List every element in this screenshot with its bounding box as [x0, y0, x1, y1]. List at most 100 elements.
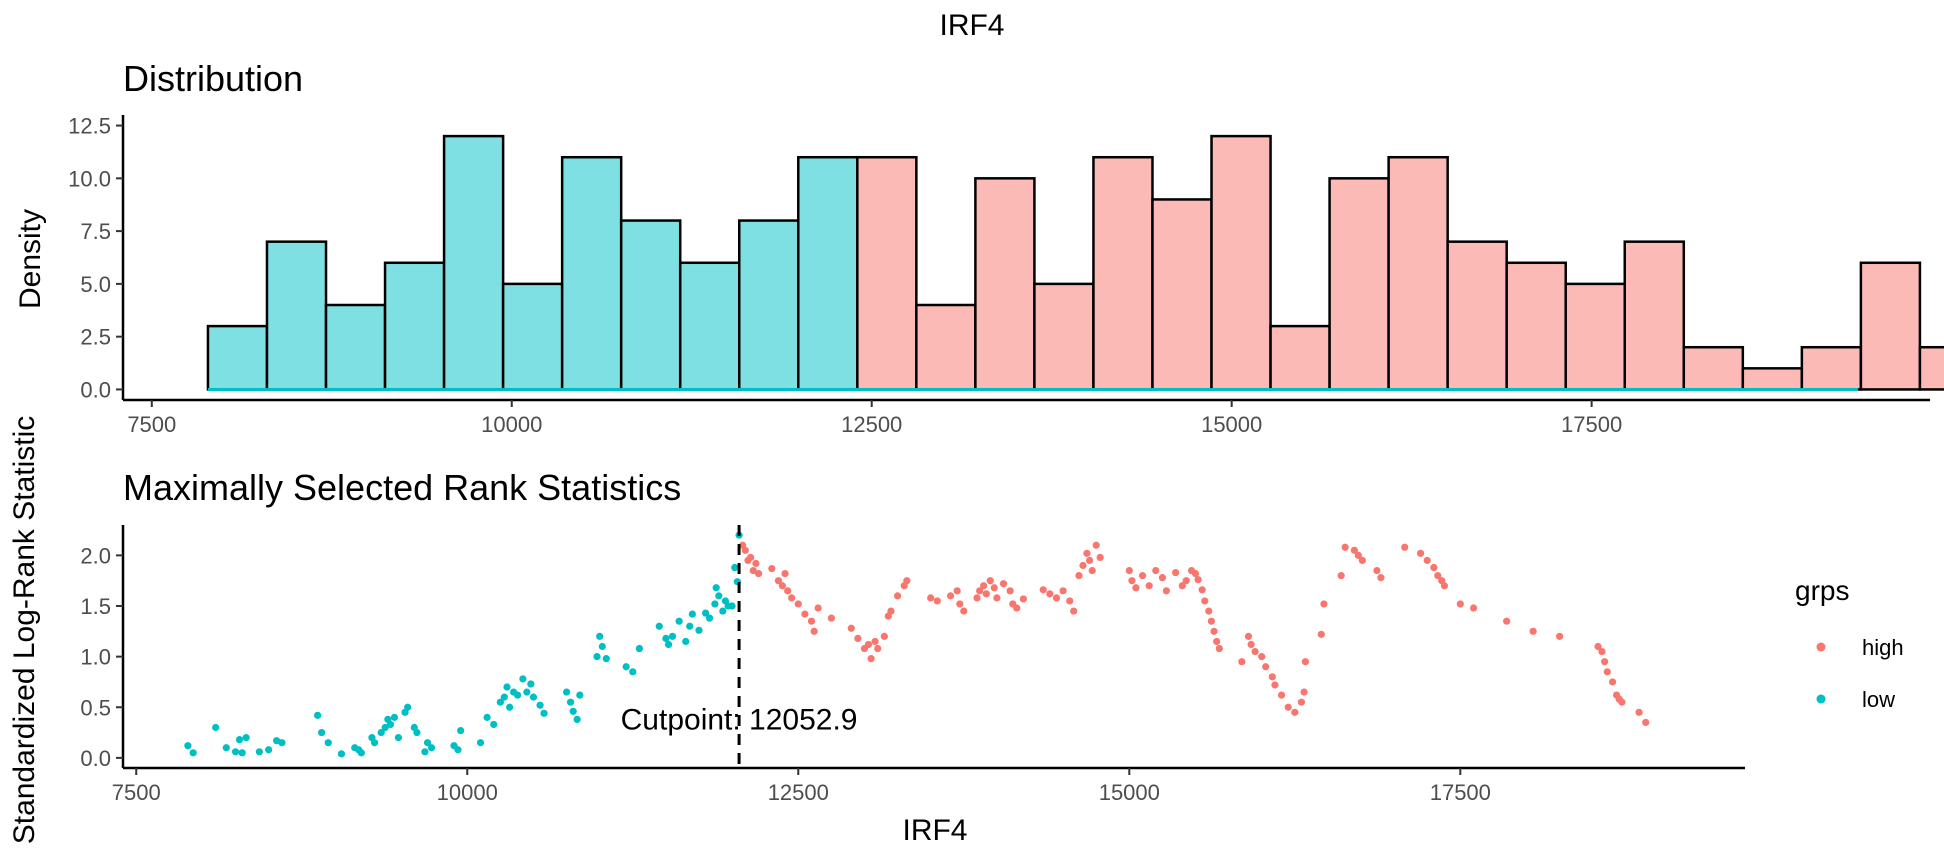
y-tick-label: 2.5 [80, 325, 111, 350]
scatter-point-high [801, 610, 809, 618]
scatter-point-high [752, 559, 760, 568]
x-tick-label: 10000 [481, 412, 542, 437]
scatter-point-high [1301, 658, 1310, 666]
scatter-point-high [980, 582, 988, 590]
scatter-point-low [602, 655, 610, 663]
scatter-point-high [1052, 594, 1061, 602]
scatter-point-high [933, 597, 941, 605]
histogram-bar [383, 261, 446, 391]
scatter-point-low [235, 736, 244, 744]
scatter-point-low [506, 703, 514, 711]
scatter-point-high [1635, 708, 1643, 716]
histogram-bar [501, 282, 564, 391]
histogram-bar [974, 177, 1036, 391]
scatter-point-low [529, 693, 538, 701]
histogram-bar [915, 303, 977, 391]
scatter-point-low [377, 728, 385, 737]
legend-key-high [1816, 642, 1826, 652]
histogram-bar [265, 240, 328, 391]
scatter-point-low [569, 707, 577, 715]
scatter-point-high [1019, 595, 1027, 603]
scatter-point-low [496, 698, 504, 706]
scatter-point-high [1013, 604, 1021, 612]
scatter-point-low [523, 688, 531, 696]
scatter-point-high [754, 570, 763, 578]
scatter-point-low [394, 734, 403, 742]
scatter-point-high [1469, 604, 1478, 612]
scatter-point-high [1191, 570, 1200, 578]
scatter-point-low [457, 726, 465, 735]
scatter-point-low [490, 720, 498, 729]
scatter-point-low [454, 746, 462, 754]
scatter-point-high [976, 587, 984, 595]
scatter-point-high [960, 607, 968, 615]
scatter-point-high [827, 614, 835, 622]
scatter-point-high [1271, 681, 1279, 689]
scatter-point-low [238, 749, 246, 757]
scatter-point-low [655, 622, 663, 630]
scatter-point-high [1162, 587, 1170, 595]
rank-statistics-axes: 0.0 0.5 1.0 1.5 2.0 7500 10000 12500 15000 17500 [80, 525, 1745, 805]
scatter-point-high [788, 594, 796, 602]
scatter-point-low [635, 644, 643, 653]
scatter-point-high [1083, 549, 1091, 557]
scatter-point-high [1277, 691, 1286, 699]
x-tick-label: 7500 [127, 412, 176, 437]
scatter-point-low [318, 728, 326, 737]
scatter-point-high [990, 584, 998, 592]
scatter-point-high [1158, 574, 1167, 582]
scatter-point-high [1096, 553, 1104, 562]
cutpoint-annotation: Cutpoint: 12052.9 [621, 525, 858, 768]
histogram-bar [1387, 155, 1449, 391]
scatter-point-low [712, 584, 720, 592]
scatter-point-high [1601, 658, 1609, 666]
scatter-point-low [562, 688, 571, 696]
scatter-point-high [847, 624, 855, 632]
scatter-point-high [1059, 587, 1067, 595]
scatter-point-high [1088, 566, 1096, 575]
histogram-bar [1918, 345, 1944, 391]
scatter-point-low [596, 632, 604, 640]
scatter-point-high [1300, 688, 1308, 696]
scatter-point-low [357, 749, 365, 757]
scatter-point-high [946, 592, 955, 600]
scatter-point-high [1182, 577, 1190, 585]
scatter-point-high [1317, 630, 1325, 638]
histogram-bar [1446, 240, 1508, 391]
scatter-point-low [593, 653, 601, 661]
scatter-point-low [324, 739, 332, 747]
scatter-point-low [513, 691, 522, 699]
distribution-y-axis-label: Density [14, 209, 47, 309]
scatter-point-low [598, 642, 606, 651]
scatter-point-high [1350, 546, 1358, 554]
rank-statistics-panel: Maximally Selected Rank Statistics Stand… [8, 416, 1745, 847]
scatter-point-low [695, 626, 703, 634]
scatter-point-low [421, 748, 429, 756]
histogram-bar [560, 155, 623, 391]
histogram-bar [324, 303, 387, 391]
scatter-point-low [265, 746, 273, 754]
histogram-bar [1033, 282, 1095, 391]
scatter-point-high [1132, 584, 1140, 592]
scatter-point-high [1417, 549, 1425, 557]
scatter-point-high [1210, 627, 1218, 635]
scatter-point-high [1434, 572, 1442, 580]
scatter-point-high [1201, 597, 1209, 605]
scatter-point-low [278, 739, 286, 747]
scatter-point-low [711, 600, 719, 608]
scatter-point-low [719, 607, 727, 615]
scatter-point-high [864, 640, 873, 649]
scatter-point-high [1125, 566, 1133, 575]
scatter-point-high [1178, 582, 1186, 590]
histogram-bar [738, 219, 800, 391]
rank-statistics-x-axis-label: IRF4 [902, 814, 967, 847]
distribution-title: Distribution [123, 58, 303, 99]
y-tick-label: 1.5 [80, 594, 111, 619]
scatter-point-high [1297, 698, 1306, 706]
scatter-point-high [1079, 561, 1087, 570]
scatter-point-high [1172, 568, 1180, 577]
legend-key-low [1816, 694, 1826, 704]
scatter-point-high [794, 600, 802, 608]
scatter-point-low [222, 744, 230, 752]
